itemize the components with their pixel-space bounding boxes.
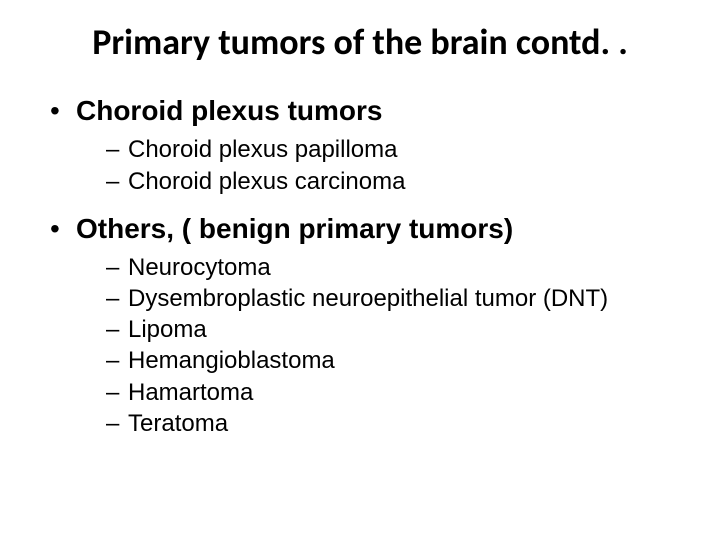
list-item: – Neurocytoma <box>106 252 680 283</box>
list-item-label: Dysembroplastic neuroepithelial tumor (D… <box>128 283 608 314</box>
bullet-icon: • <box>50 94 76 128</box>
list-item-label: Choroid plexus papilloma <box>128 134 397 165</box>
list-item-label: Choroid plexus tumors <box>76 93 382 128</box>
dash-icon: – <box>106 345 128 376</box>
dash-icon: – <box>106 252 128 283</box>
list-item-label: Hemangioblastoma <box>128 345 335 376</box>
list-item: – Lipoma <box>106 314 680 345</box>
list-item: – Teratoma <box>106 408 680 439</box>
list-item: – Dysembroplastic neuroepithelial tumor … <box>106 283 680 314</box>
list-item: – Hemangioblastoma <box>106 345 680 376</box>
list-item-label: Neurocytoma <box>128 252 271 283</box>
dash-icon: – <box>106 314 128 345</box>
list-item-row: • Choroid plexus tumors <box>50 93 680 128</box>
list-item-label: Others, ( benign primary tumors) <box>76 211 513 246</box>
list-item: – Choroid plexus carcinoma <box>106 166 680 197</box>
dash-icon: – <box>106 283 128 314</box>
dash-icon: – <box>106 166 128 197</box>
bullet-list-level2: – Neurocytoma – Dysembroplastic neuroepi… <box>50 252 680 439</box>
list-item: • Others, ( benign primary tumors) – Neu… <box>50 211 680 439</box>
list-item: – Hamartoma <box>106 377 680 408</box>
slide-title: Primary tumors of the brain contd. . <box>40 22 680 63</box>
list-item-label: Lipoma <box>128 314 207 345</box>
list-item-row: • Others, ( benign primary tumors) <box>50 211 680 246</box>
dash-icon: – <box>106 134 128 165</box>
slide: Primary tumors of the brain contd. . • C… <box>0 0 720 540</box>
list-item: – Choroid plexus papilloma <box>106 134 680 165</box>
dash-icon: – <box>106 377 128 408</box>
bullet-icon: • <box>50 212 76 246</box>
list-item-label: Hamartoma <box>128 377 253 408</box>
bullet-list-level2: – Choroid plexus papilloma – Choroid ple… <box>50 134 680 196</box>
list-item-label: Teratoma <box>128 408 228 439</box>
list-item-label: Choroid plexus carcinoma <box>128 166 405 197</box>
list-item: • Choroid plexus tumors – Choroid plexus… <box>50 93 680 196</box>
dash-icon: – <box>106 408 128 439</box>
bullet-list-level1: • Choroid plexus tumors – Choroid plexus… <box>40 93 680 439</box>
